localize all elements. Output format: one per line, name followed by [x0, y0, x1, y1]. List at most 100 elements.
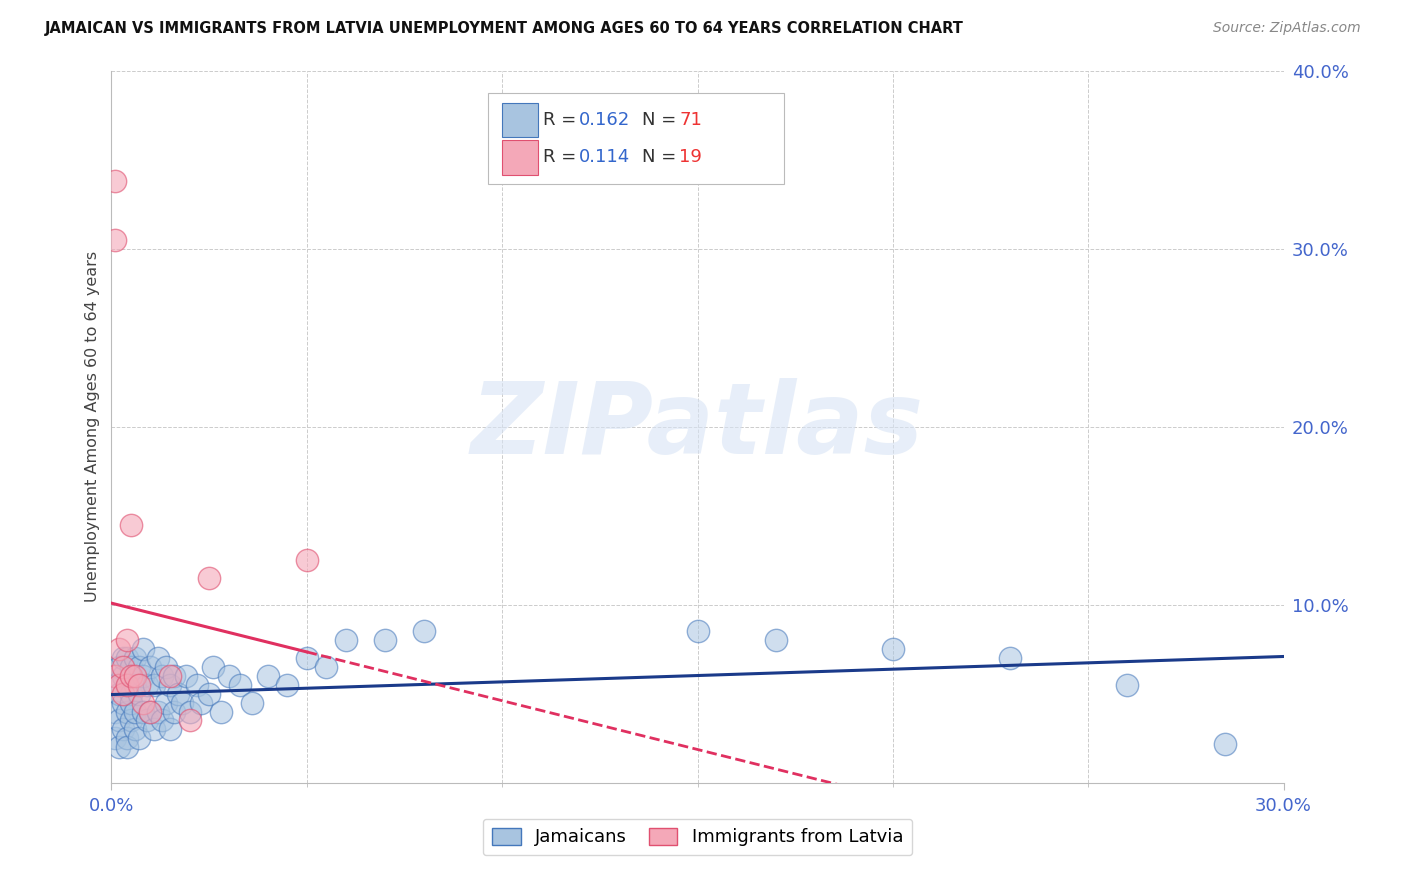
Point [112, 669, 135, 683]
Point [120, 669, 142, 683]
Point [155, 660, 177, 674]
Point [335, 633, 357, 648]
Point [112, 651, 135, 665]
Point [240, 696, 263, 710]
Point [179, 714, 201, 728]
Point [124, 678, 146, 692]
Point [115, 651, 138, 665]
Text: 0.162: 0.162 [579, 111, 630, 128]
Point [198, 571, 221, 585]
Point [143, 678, 166, 692]
Point [163, 669, 186, 683]
Point [128, 731, 150, 746]
Point [882, 642, 904, 657]
Text: 71: 71 [679, 111, 702, 128]
Point [112, 660, 135, 674]
Y-axis label: Unemployment Among Ages 60 to 64 years: Unemployment Among Ages 60 to 64 years [86, 252, 100, 602]
Point [765, 633, 787, 648]
Text: N =: N = [643, 148, 682, 167]
Point [186, 678, 208, 692]
Point [115, 731, 138, 746]
Point [190, 696, 212, 710]
Point [104, 669, 127, 683]
Text: R =: R = [543, 148, 582, 167]
Point [295, 651, 318, 665]
Point [998, 651, 1021, 665]
Legend: Jamaicans, Immigrants from Latvia: Jamaicans, Immigrants from Latvia [482, 819, 912, 855]
Text: JAMAICAN VS IMMIGRANTS FROM LATVIA UNEMPLOYMENT AMONG AGES 60 TO 64 YEARS CORREL: JAMAICAN VS IMMIGRANTS FROM LATVIA UNEMP… [45, 21, 965, 37]
Point [295, 553, 318, 567]
Text: R =: R = [543, 111, 582, 128]
Point [128, 678, 150, 692]
Point [108, 660, 131, 674]
Point [139, 705, 162, 719]
Point [115, 633, 138, 648]
Point [315, 660, 337, 674]
Point [124, 651, 146, 665]
Point [104, 678, 127, 692]
Point [112, 723, 135, 737]
Point [115, 705, 138, 719]
Point [150, 669, 173, 683]
Text: 0.114: 0.114 [579, 148, 630, 167]
Point [104, 731, 127, 746]
Point [201, 660, 224, 674]
Text: 19: 19 [679, 148, 702, 167]
Point [120, 714, 142, 728]
Point [374, 633, 396, 648]
Point [108, 687, 131, 701]
Point [1213, 737, 1236, 751]
Point [108, 740, 131, 755]
Point [108, 642, 131, 657]
Point [198, 687, 221, 701]
Point [115, 678, 138, 692]
Point [104, 233, 127, 247]
Point [120, 687, 142, 701]
Point [108, 678, 131, 692]
Point [124, 705, 146, 719]
Point [174, 669, 197, 683]
Point [104, 174, 127, 188]
Point [170, 696, 193, 710]
Point [166, 687, 188, 701]
Point [139, 660, 162, 674]
Point [131, 705, 153, 719]
Point [148, 705, 170, 719]
Point [150, 714, 173, 728]
Point [120, 517, 142, 532]
Point [179, 705, 201, 719]
Point [155, 696, 177, 710]
Point [135, 714, 157, 728]
Point [229, 678, 252, 692]
Point [135, 678, 157, 692]
Point [159, 669, 181, 683]
Point [131, 669, 153, 683]
Point [276, 678, 298, 692]
Point [120, 660, 142, 674]
Point [139, 705, 162, 719]
Point [209, 705, 232, 719]
Point [159, 678, 181, 692]
Point [115, 678, 138, 692]
Text: Source: ZipAtlas.com: Source: ZipAtlas.com [1213, 21, 1361, 36]
Point [120, 696, 142, 710]
Point [131, 696, 153, 710]
Point [148, 651, 170, 665]
Point [686, 624, 709, 639]
Point [218, 669, 240, 683]
Point [143, 723, 166, 737]
Point [128, 660, 150, 674]
Point [131, 642, 153, 657]
Point [112, 687, 135, 701]
Text: ZIPatlas: ZIPatlas [471, 378, 924, 475]
Point [115, 740, 138, 755]
Point [1116, 678, 1139, 692]
Point [128, 687, 150, 701]
Point [112, 696, 135, 710]
Point [256, 669, 278, 683]
Point [163, 705, 186, 719]
Point [104, 705, 127, 719]
Text: N =: N = [643, 111, 682, 128]
Point [413, 624, 436, 639]
Point [159, 723, 181, 737]
